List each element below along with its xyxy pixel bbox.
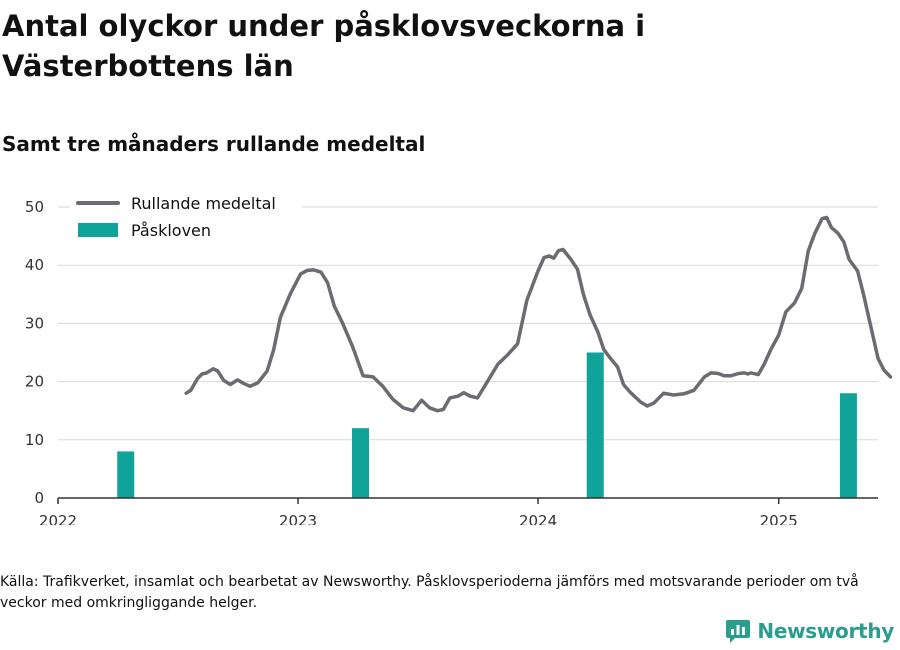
legend: Rullande medeltal Påskloven — [70, 190, 302, 246]
x-tick-label: 2024 — [519, 512, 557, 525]
chart-subtitle: Samt tre månaders rullande medeltal — [2, 132, 426, 156]
bar — [351, 428, 369, 498]
y-tick-label: 50 — [25, 198, 44, 216]
bar — [117, 451, 135, 498]
series-line — [184, 215, 893, 413]
chart: 0 10 20 30 40 50 2022 2023 2024 2025 Rullande me… — [25, 190, 893, 525]
legend-swatch-bar — [78, 223, 118, 237]
y-tick-label: 0 — [34, 489, 44, 507]
x-tick-label: 2023 — [279, 512, 317, 525]
y-tick-label: 40 — [25, 256, 44, 274]
bar — [839, 393, 857, 498]
legend-label-line: Rullande medeltal — [131, 194, 276, 213]
legend-label-bar: Påskloven — [131, 221, 211, 240]
line-rullande-medeltal — [184, 215, 893, 413]
logo-bar-1 — [731, 629, 735, 635]
y-tick-label: 10 — [25, 431, 44, 449]
y-tick-label: 20 — [25, 373, 44, 391]
x-tick-label: 2022 — [39, 512, 77, 525]
x-axis: 2022 2023 2024 2025 — [39, 497, 878, 525]
logo-bar-2 — [736, 625, 740, 635]
bar — [586, 352, 604, 498]
brand-name: Newsworthy — [757, 619, 894, 643]
y-tick-label: 30 — [25, 314, 44, 332]
logo-bar-3 — [742, 627, 746, 635]
chart-title: Antal olyckor under påsklovsveckorna i V… — [2, 9, 646, 83]
source-note: Källa: Trafikverket, insamlat och bearbe… — [0, 574, 859, 611]
x-tick-label: 2025 — [760, 512, 798, 525]
bars-paskloven — [117, 352, 857, 498]
newsworthy-logo-icon — [726, 620, 751, 643]
brand-logo-group[interactable]: Newsworthy — [725, 618, 894, 644]
